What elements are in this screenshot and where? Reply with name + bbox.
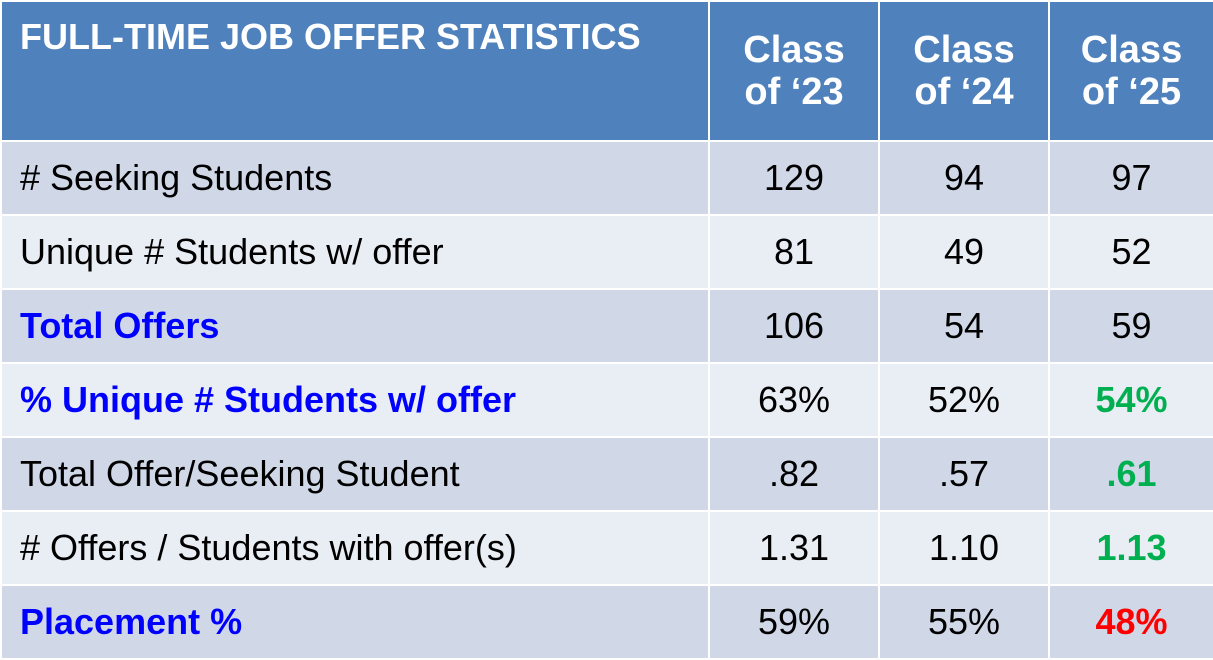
cell-value: 1.10 (878, 510, 1050, 586)
table-row: Total Offers 106 54 59 (0, 288, 1213, 364)
table-row: Total Offer/Seeking Student .82 .57 .61 (0, 436, 1213, 512)
row-label: % Unique # Students w/ offer (0, 362, 710, 438)
cell-value: .57 (878, 436, 1050, 512)
table-row: Placement % 59% 55% 48% (0, 584, 1213, 660)
cell-value: 81 (708, 214, 880, 290)
column-header-line1: Class (913, 29, 1015, 71)
cell-value: 54 (878, 288, 1050, 364)
table-row: # Seeking Students 129 94 97 (0, 140, 1213, 216)
row-label: Total Offers (0, 288, 710, 364)
row-label: Total Offer/Seeking Student (0, 436, 710, 512)
cell-value: 106 (708, 288, 880, 364)
cell-value: 1.13 (1048, 510, 1213, 586)
row-label: Unique # Students w/ offer (0, 214, 710, 290)
table-row: # Offers / Students with offer(s) 1.31 1… (0, 510, 1213, 586)
cell-value: 54% (1048, 362, 1213, 438)
cell-value: 52 (1048, 214, 1213, 290)
cell-value: 97 (1048, 140, 1213, 216)
cell-value: .82 (708, 436, 880, 512)
cell-value: 59% (708, 584, 880, 660)
table-row: % Unique # Students w/ offer 63% 52% 54% (0, 362, 1213, 438)
table-title: FULL-TIME JOB OFFER STATISTICS (0, 0, 710, 142)
cell-value: 55% (878, 584, 1050, 660)
column-header-class-25: Class of ‘25 (1048, 0, 1213, 142)
column-header-line2: of ‘24 (914, 71, 1014, 113)
cell-value: 94 (878, 140, 1050, 216)
column-header-line2: of ‘25 (1081, 71, 1182, 113)
row-label: Placement % (0, 584, 710, 660)
cell-value: 129 (708, 140, 880, 216)
column-header-line2: of ‘23 (744, 71, 844, 113)
table-row: Unique # Students w/ offer 81 49 52 (0, 214, 1213, 290)
cell-value: 63% (708, 362, 880, 438)
column-header-class-24: Class of ‘24 (878, 0, 1050, 142)
column-header-line1: Class (743, 29, 845, 71)
cell-value: 1.31 (708, 510, 880, 586)
cell-value: .61 (1048, 436, 1213, 512)
column-header-class-23: Class of ‘23 (708, 0, 880, 142)
cell-value: 49 (878, 214, 1050, 290)
cell-value: 52% (878, 362, 1050, 438)
row-label: # Offers / Students with offer(s) (0, 510, 710, 586)
row-label: # Seeking Students (0, 140, 710, 216)
table-body: # Seeking Students 129 94 97 Unique # St… (0, 140, 1213, 660)
column-header-line1: Class (1080, 29, 1183, 71)
header-row: FULL-TIME JOB OFFER STATISTICS Class of … (0, 0, 1213, 142)
cell-value: 59 (1048, 288, 1213, 364)
cell-value: 48% (1048, 584, 1213, 660)
